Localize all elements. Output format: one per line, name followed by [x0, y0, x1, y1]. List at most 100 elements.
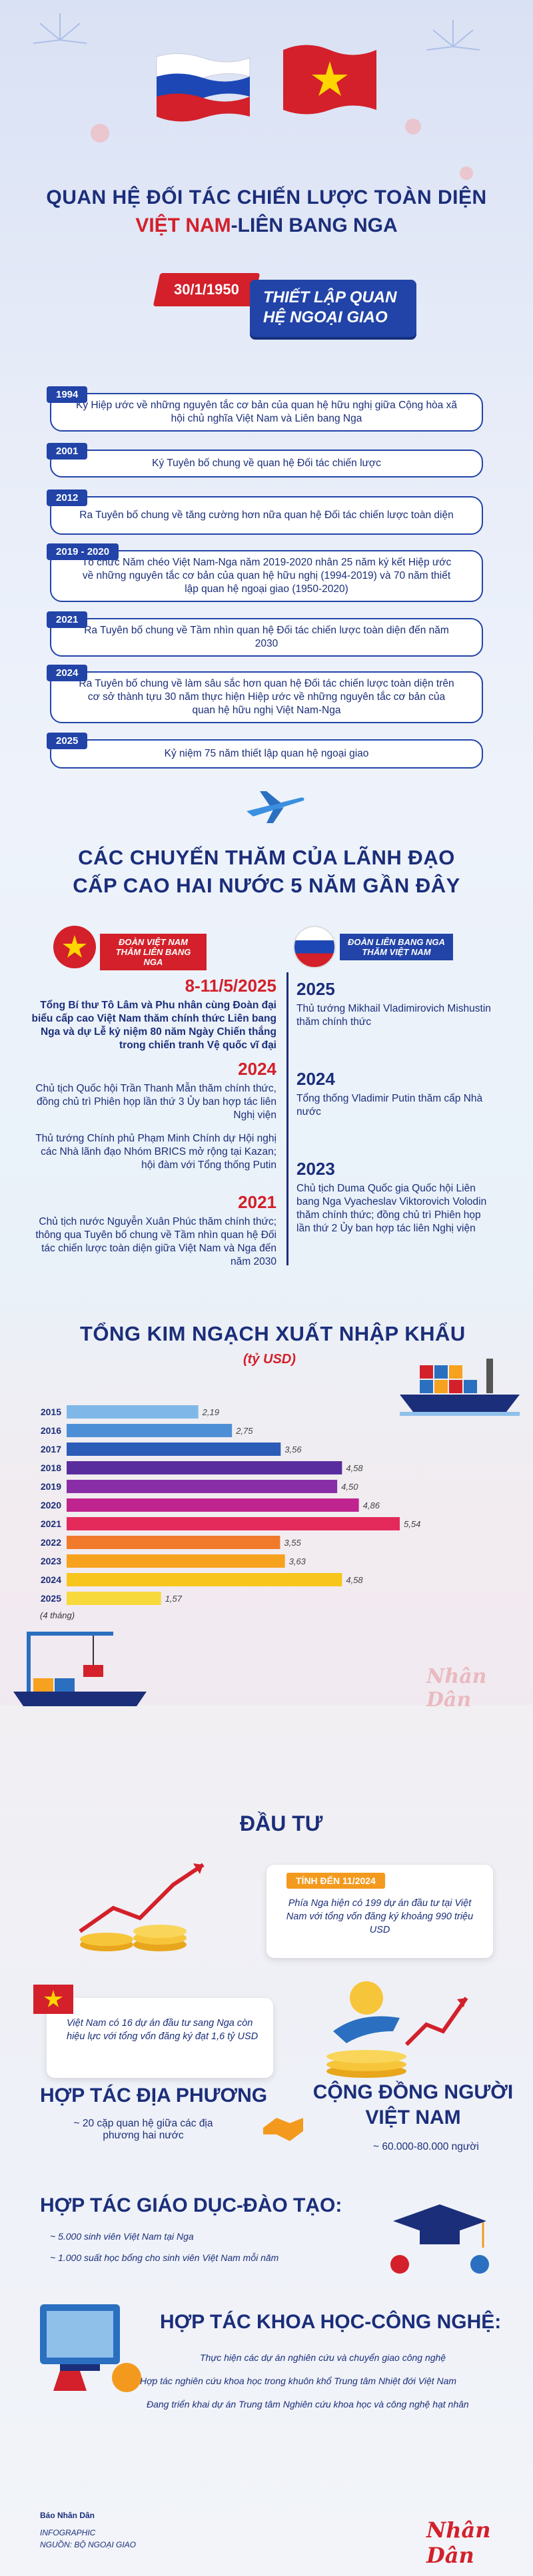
timeline-text: Ký Hiệp ước về những nguyên tắc cơ bản c…: [50, 393, 483, 432]
science-item: Đang triển khai dự án Trung tâm Nghiên c…: [147, 2399, 469, 2410]
bar-2019: [67, 1480, 338, 1493]
science-item: Thực hiện các dự án nghiên cứu và chuyển…: [200, 2352, 446, 2363]
graduation-icon: [390, 2204, 489, 2274]
education-item: ~ 5.000 sinh viên Việt Nam tại Nga: [50, 2231, 194, 2242]
timeline-year: 2001: [47, 443, 88, 460]
bar-category-label: 2020: [41, 1500, 61, 1510]
established-box: THIẾT LẬP QUAN HỆ NGOẠI GIAO: [250, 280, 416, 337]
ru-visit-year: 2025: [296, 979, 335, 999]
fireworks-decoration: [33, 13, 480, 180]
visits-title-line2: CẤP CAO HAI NƯỚC 5 NĂM GẦN ĐÂY: [73, 874, 460, 897]
visits-divider: [286, 972, 288, 1265]
russia-flag: [156, 53, 251, 122]
ru-visit-text: Tổng thống Vladimir Putin thăm cấp Nhà n…: [296, 1093, 483, 1118]
source-label: NGUỒN: BỘ NGOẠI GIAO: [40, 2540, 137, 2549]
ru-visit-year: 2024: [296, 1069, 335, 1089]
vn-visit-text: Chủ tịch Quốc hội Trần Thanh Mẫn thăm ch…: [35, 1083, 276, 1121]
publisher-name: Báo Nhân Dân: [40, 2511, 95, 2520]
bar-2022: [67, 1536, 280, 1549]
date-text: 30/1/1950: [174, 281, 239, 298]
bar-category-label: 2018: [41, 1462, 61, 1473]
trade-title: TỔNG KIM NGẠCH XUẤT NHẬP KHẨU: [80, 1322, 466, 1345]
vn-visit-text: Thủ tướng Chính phủ Phạm Minh Chính dự H…: [35, 1133, 276, 1171]
timeline-year: 2019 - 2020: [47, 543, 119, 560]
ru-visit-text: Chủ tịch Duma Quốc gia Quốc hội Liên ban…: [296, 1183, 487, 1234]
ru-visit-text: Thủ tướng Mikhail Vladimirovich Mishusti…: [296, 1003, 491, 1028]
cargo-ship-icon: [400, 1359, 520, 1416]
as-of-badge: TÍNH ĐẾN 11/2024: [286, 1873, 385, 1889]
local-text: ~ 20 cặp quan hệ giữa các địa phương hai…: [73, 2118, 213, 2141]
vietnam-flag: [283, 45, 376, 115]
bar-category-label: 2024: [41, 1574, 61, 1585]
timeline-text: Ra Tuyên bố chung về Tầm nhìn quan hệ Đố…: [50, 618, 483, 657]
date-badge: 30/1/1950: [153, 273, 261, 306]
bar-value-label: 2,19: [202, 1407, 219, 1417]
timeline-text: Ký Tuyên bố chung về quan hệ Đối tác chi…: [50, 450, 483, 478]
bar-2023: [67, 1554, 285, 1568]
investment-title: ĐẦU TƯ: [240, 1811, 323, 1835]
trade-unit: (tỷ USD): [243, 1352, 296, 1367]
russia-flag-icon: [293, 926, 336, 968]
vn-visit-year: 2021: [238, 1192, 276, 1212]
vn-investment-text: Việt Nam có 16 dự án đầu tư sang Nga còn…: [67, 2018, 259, 2042]
science-title: HỢP TÁC KHOA HỌC-CÔNG NGHỆ:: [160, 2311, 502, 2333]
visits-title-line1: CÁC CHUYẾN THĂM CỦA LÃNH ĐẠO: [78, 846, 455, 869]
bar-category-label: 2022: [41, 1537, 61, 1548]
bar-category-label: 2015: [41, 1407, 61, 1417]
bar-value-label: 3,63: [289, 1556, 306, 1566]
bar-value-label: 4,50: [341, 1482, 358, 1492]
main-title-line2: VIỆT NAM-LIÊN BANG NGA: [27, 214, 506, 237]
timeline-year: 2012: [47, 489, 88, 506]
bar-value-label: 3,55: [284, 1538, 301, 1548]
bar-value-label: 4,58: [346, 1575, 363, 1585]
community-title-line2: VIỆT NAM: [365, 2106, 461, 2128]
trade-bar-chart: 2015 2,19 2016 2,75 2017 3,56 2018 4,58 2019 4,50…: [41, 1405, 420, 1605]
coins-growth-icon: [79, 1863, 205, 1951]
vn-visit-year: 8-11/5/2025: [185, 976, 276, 996]
bar-2024: [67, 1573, 342, 1586]
ru-visit-year: 2023: [296, 1159, 335, 1179]
timeline-text: Ra Tuyên bố chung về tăng cường hơn nữa …: [50, 496, 483, 535]
bar-2015: [67, 1405, 199, 1419]
title-russia: -LIÊN BANG NGA: [231, 214, 398, 236]
timeline-year: 2024: [47, 665, 88, 681]
title-vietnam: VIỆT NAM: [135, 214, 231, 236]
education-item: ~ 1.000 suất học bổng cho sinh viên Việt…: [50, 2252, 279, 2263]
bar-value-label: 5,54: [404, 1519, 420, 1529]
vn-delegation-tag: ĐOÀN VIỆT NAM THĂM LIÊN BANG NGA: [100, 934, 207, 970]
ru-investment-text: Phía Nga hiện có 199 dự án đầu tư tại Vi…: [286, 1898, 474, 1935]
vn-investment-card: Việt Nam có 16 dự án đầu tư sang Nga còn…: [33, 1985, 273, 2078]
ru-delegation-tag: ĐOÀN LIÊN BANG NGA THĂM VIỆT NAM: [340, 934, 453, 960]
bar-2018: [67, 1461, 342, 1474]
airplane-icon: [247, 791, 304, 823]
education-title: HỢP TÁC GIÁO DỤC-ĐÀO TẠO:: [40, 2194, 342, 2216]
timeline-text: Ra Tuyên bố chung về làm sâu sắc hơn qua…: [50, 671, 483, 723]
bar-2017: [67, 1443, 281, 1456]
bar-category-label: 2019: [41, 1481, 61, 1492]
money-hand-icon: [326, 1981, 468, 2078]
vietnam-flag-icon: [33, 1985, 73, 2014]
vn-visit-year: 2024: [238, 1059, 276, 1079]
handshake-icon: [263, 2118, 303, 2141]
bar-value-label: 4,86: [363, 1500, 380, 1510]
vietnam-flag-icon: [53, 926, 96, 968]
timeline-text: Kỷ niệm 75 năm thiết lập quan hệ ngoại g…: [50, 739, 483, 769]
infographic-label: INFOGRAPHIC: [40, 2528, 96, 2537]
vn-visit-text: Chủ tịch nước Nguyễn Xuân Phúc thăm chín…: [35, 1216, 276, 1267]
science-tech-icon: [40, 2304, 141, 2392]
main-title-line1: QUAN HỆ ĐỐI TÁC CHIẾN LƯỢC TOÀN DIỆN: [46, 186, 487, 208]
bar-category-label: 2025: [41, 1593, 61, 1604]
bar-category-label: 2021: [41, 1518, 61, 1529]
bar-value-label: 3,56: [284, 1445, 302, 1454]
bar-2020: [67, 1498, 359, 1512]
community-text: ~ 60.000-80.000 người: [373, 2141, 479, 2152]
trade-note: (4 tháng): [40, 1610, 75, 1620]
bar-2016: [67, 1424, 233, 1437]
bar-value-label: 2,75: [235, 1426, 253, 1436]
nhandan-logo: Nhân Dân: [426, 2517, 491, 2568]
bar-value-label: 4,58: [346, 1463, 363, 1473]
port-crane-icon: [13, 1632, 147, 1706]
timeline-year: 1994: [47, 386, 88, 403]
bar-category-label: 2016: [41, 1425, 61, 1436]
vn-visit-text: Tổng Bí thư Tô Lâm và Phu nhân cùng Đoàn…: [31, 1000, 276, 1051]
